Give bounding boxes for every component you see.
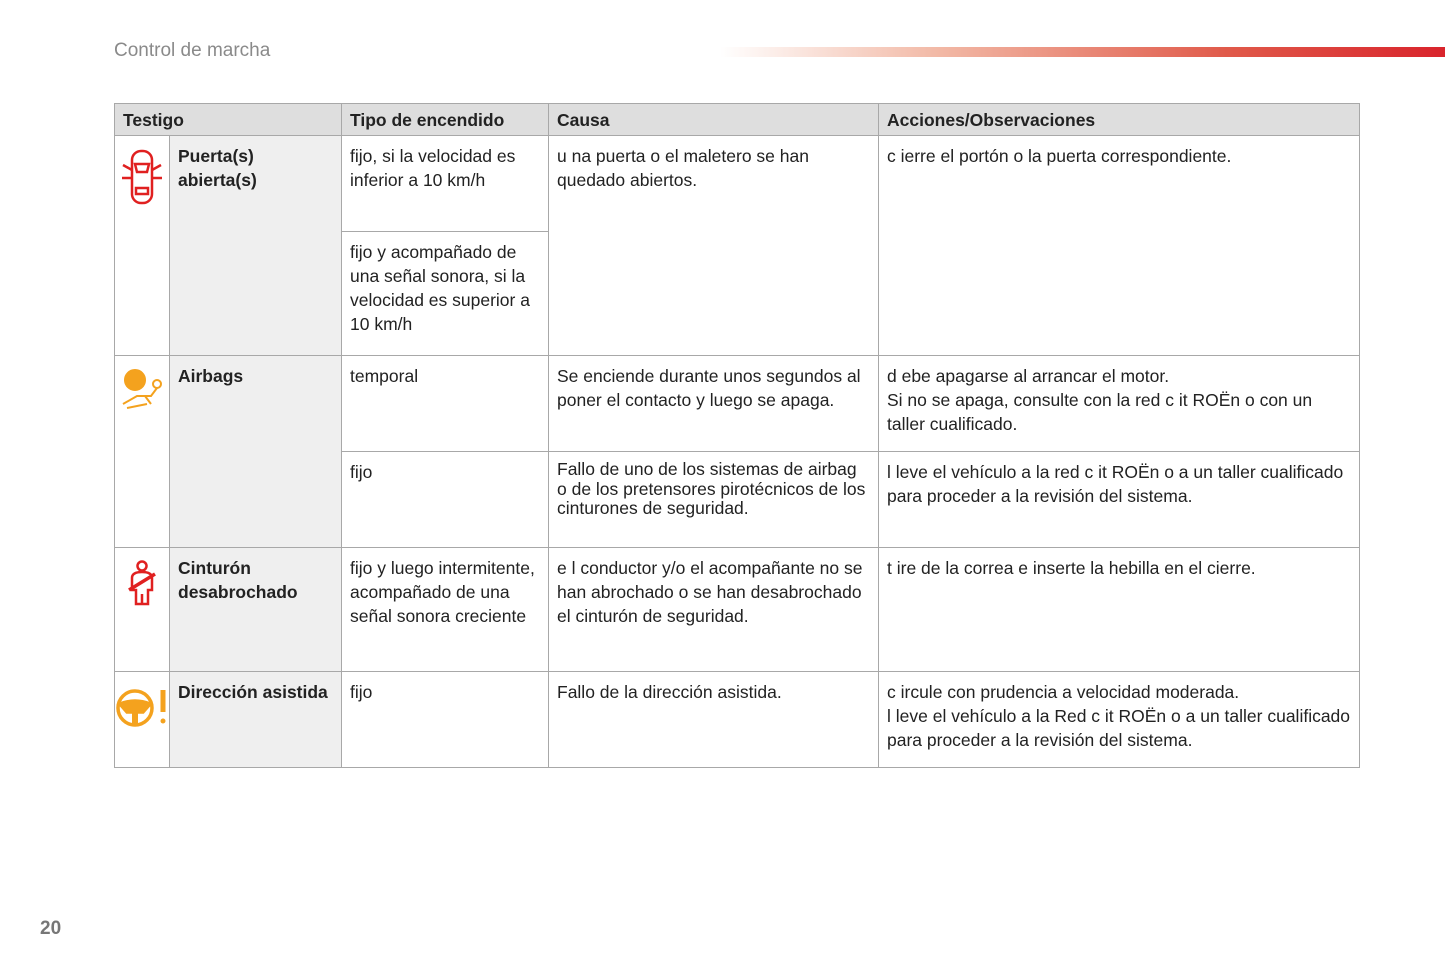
accion-cell: c ircule con prudencia a velocidad moder…	[878, 671, 1360, 768]
causa-cell: e l conductor y/o el acompañante no se h…	[548, 547, 879, 672]
accion-line: Si no se apaga, consulte con la red c it…	[887, 390, 1313, 434]
tipo-cell: fijo y luego intermitente, acompañado de…	[341, 547, 549, 672]
col-tipo: Tipo de encendido	[341, 103, 549, 136]
col-causa: Causa	[548, 103, 879, 136]
table-row: Airbags temporal Se enciende durante uno…	[114, 355, 1360, 548]
warning-lights-table: Testigo Tipo de encendido Causa Acciones…	[114, 103, 1360, 768]
power-steering-icon	[114, 671, 170, 768]
accion-cell: c ierre el portón o la puerta correspond…	[878, 135, 1360, 356]
table-row: Dirección asistida fijo Fallo de la dire…	[114, 671, 1360, 768]
tipo-cell: fijo y acompañado de una señal sonora, s…	[341, 231, 549, 356]
accion-line: d ebe apagarse al arrancar el motor.	[887, 366, 1170, 386]
accion-line: c ircule con prudencia a velocidad moder…	[887, 682, 1240, 702]
tipo-cell: fijo	[341, 671, 549, 768]
section-title: Control de marcha	[114, 40, 271, 61]
table-header: Testigo Tipo de encendido Causa Acciones…	[114, 103, 1360, 136]
accion-cell: d ebe apagarse al arrancar el motor. Si n…	[878, 355, 1360, 452]
name-puertas: Puerta(s) abierta(s)	[169, 135, 342, 356]
header-gradient-bar	[720, 47, 1445, 57]
tipo-cell: fijo, si la velocidad es inferior a 10 k…	[341, 135, 549, 232]
table-row: Cinturón desabrochado fijo y luego inter…	[114, 547, 1360, 672]
causa-cell: Se enciende durante unos segundos al pon…	[548, 355, 879, 452]
causa-cell: Fallo de la dirección asistida.	[548, 671, 879, 768]
accion-cell: t ire de la correa e inserte la hebilla …	[878, 547, 1360, 672]
accion-line: l leve el vehículo a la Red c it ROËn o …	[887, 706, 1351, 750]
name-cinturon: Cinturón desabrochado	[169, 547, 342, 672]
causa-cell: u na puerta o el maletero se han quedado…	[548, 135, 879, 356]
page-number: 20	[40, 918, 62, 939]
col-testigo: Testigo	[114, 103, 342, 136]
airbag-icon	[114, 355, 170, 548]
accion-cell: l leve el vehículo a la red c it ROËn o …	[878, 451, 1360, 548]
tipo-cell: fijo	[341, 451, 549, 548]
name-airbags: Airbags	[169, 355, 342, 548]
table-row: Puerta(s) abierta(s) fijo, si la velocid…	[114, 135, 1360, 356]
causa-cell: Fallo de uno de los sistemas de airbag o…	[548, 451, 879, 548]
table-row: fijo y acompañado de una señal sonora, s…	[115, 231, 1360, 356]
table-row: fijo Fallo de uno de los sistemas de air…	[115, 451, 1360, 548]
name-direccion: Dirección asistida	[169, 671, 342, 768]
tipo-cell: temporal	[341, 355, 549, 452]
door-open-icon	[114, 135, 170, 356]
seatbelt-icon	[114, 547, 170, 672]
col-acciones: Acciones/Observaciones	[878, 103, 1360, 136]
